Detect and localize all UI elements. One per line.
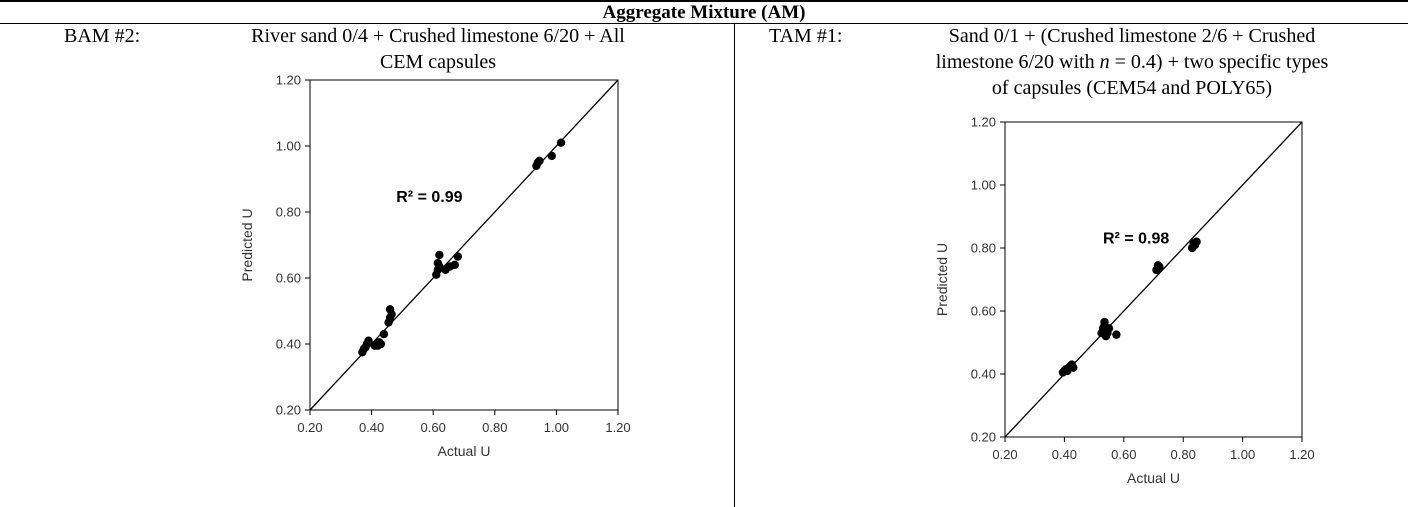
scatter-chart-tam1: 0.20 0.40 0.60 0.80 1.00 1.20 0.20 0.40 0.60 0.80… <box>934 115 1315 486</box>
x-tick-label: 0.60 <box>421 420 446 435</box>
data-point <box>435 250 444 260</box>
scatter-chart-bam2: 0.20 0.40 0.60 0.80 1.00 1.20 0.20 0.40 0.60 0.80… <box>239 73 631 459</box>
x-tick-label: 1.20 <box>605 420 630 435</box>
data-point <box>364 336 373 345</box>
y-tick-label: 0.60 <box>276 271 301 286</box>
y-axis-label: Predicted U <box>239 208 255 281</box>
data-point <box>535 156 544 166</box>
x-tick-label: 1.00 <box>544 420 569 435</box>
r-squared-annotation: R² = 0.98 <box>1103 230 1169 247</box>
r-squared-annotation: R² = 0.99 <box>396 189 462 206</box>
right-description-line1: Sand 0/1 + (Crushed limestone 2/6 + Crus… <box>948 25 1316 47</box>
data-point <box>556 138 566 147</box>
right-panel-description: Sand 0/1 + (Crushed limestone 2/6 + Crus… <box>856 23 1408 101</box>
y-tick-label: 1.20 <box>971 115 996 130</box>
table-header-rule <box>0 23 1408 24</box>
x-tick-label: 1.00 <box>1230 447 1255 462</box>
x-tick-label: 0.20 <box>297 420 322 435</box>
data-point <box>1155 262 1164 272</box>
x-tick-label: 0.40 <box>359 420 384 435</box>
y-tick-label: 0.40 <box>276 337 301 352</box>
x-axis-label: Actual U <box>438 443 491 459</box>
y-tick-label: 1.20 <box>276 73 301 88</box>
x-tick-label: 0.20 <box>992 447 1017 462</box>
data-point <box>387 310 396 319</box>
left-description-line1: River sand 0/4 + Crushed limestone 6/20 … <box>251 25 625 47</box>
y-tick-label: 0.60 <box>971 304 996 319</box>
y-tick-label: 0.20 <box>276 403 301 418</box>
data-point <box>450 260 459 269</box>
right-panel-tag: TAM #1: <box>769 25 843 47</box>
y-tick-label: 0.80 <box>276 205 301 220</box>
data-point <box>1104 324 1114 333</box>
reference-line <box>1004 121 1303 438</box>
data-point <box>433 258 443 268</box>
right-description-line2: limestone 6/20 with n = 0.4) + two speci… <box>856 49 1408 75</box>
data-point <box>453 252 463 261</box>
right-description-line3: of capsules (CEM54 and POLY65) <box>991 77 1273 99</box>
data-point <box>1100 317 1109 327</box>
x-axis-label: Actual U <box>1127 470 1180 486</box>
x-tick-label: 0.80 <box>1171 447 1196 462</box>
x-tick-label: 1.20 <box>1289 447 1314 462</box>
data-point <box>547 151 556 161</box>
left-panel-tag: BAM #2: <box>64 25 141 47</box>
right-description-variable: n <box>1099 51 1110 73</box>
left-panel-description: River sand 0/4 + Crushed limestone 6/20 … <box>178 23 698 75</box>
y-tick-label: 1.00 <box>276 139 301 154</box>
right-description-line2-pre: limestone 6/20 with <box>935 51 1100 73</box>
y-tick-label: 0.40 <box>971 367 996 382</box>
right-description-line2-post: = 0.4) + two specific types <box>1109 51 1329 73</box>
data-point <box>1112 330 1121 339</box>
y-tick-label: 0.80 <box>971 241 996 256</box>
data-point <box>1190 240 1200 250</box>
data-point <box>379 329 389 339</box>
y-tick-label: 0.20 <box>971 430 996 445</box>
data-point <box>376 339 386 349</box>
x-tick-label: 0.40 <box>1052 447 1077 462</box>
x-tick-label: 0.60 <box>1111 447 1136 462</box>
table-header: Aggregate Mixture (AM) <box>602 2 806 23</box>
column-divider <box>734 24 735 507</box>
data-point <box>1069 363 1078 372</box>
table-top-rule <box>0 0 1408 2</box>
y-axis-label: Predicted U <box>934 243 950 316</box>
left-description-line2: CEM capsules <box>379 51 497 73</box>
y-tick-label: 1.00 <box>971 178 996 193</box>
x-tick-label: 0.80 <box>482 420 507 435</box>
